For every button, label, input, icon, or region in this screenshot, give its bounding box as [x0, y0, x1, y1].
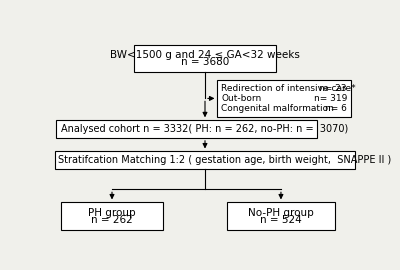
- Text: Out-born: Out-born: [221, 94, 261, 103]
- FancyBboxPatch shape: [55, 151, 355, 169]
- FancyBboxPatch shape: [61, 202, 163, 230]
- Text: n= 6: n= 6: [325, 104, 347, 113]
- FancyBboxPatch shape: [218, 80, 351, 117]
- Text: PH group: PH group: [88, 208, 136, 218]
- FancyBboxPatch shape: [56, 120, 317, 138]
- Text: Congenital malformation: Congenital malformation: [221, 104, 334, 113]
- Text: BW<1500 g and 24 ≤ GA<32 weeks: BW<1500 g and 24 ≤ GA<32 weeks: [110, 50, 300, 60]
- Text: Analysed cohort n = 3332( PH: n = 262, no-PH: n =  3070): Analysed cohort n = 3332( PH: n = 262, n…: [61, 124, 348, 134]
- Text: n = 262: n = 262: [91, 214, 133, 225]
- FancyBboxPatch shape: [227, 202, 335, 230]
- Text: n= 319: n= 319: [314, 94, 347, 103]
- Text: Stratifcation Matching 1:2 ( gestation age, birth weight,  SNAPPE II ): Stratifcation Matching 1:2 ( gestation a…: [58, 155, 391, 165]
- Text: No-PH group: No-PH group: [248, 208, 314, 218]
- Text: Redirection of intensive care*: Redirection of intensive care*: [221, 84, 356, 93]
- Text: n= 23: n= 23: [320, 84, 347, 93]
- FancyBboxPatch shape: [134, 45, 276, 72]
- Text: n = 3680: n = 3680: [181, 56, 229, 66]
- Text: n = 524: n = 524: [260, 214, 302, 225]
